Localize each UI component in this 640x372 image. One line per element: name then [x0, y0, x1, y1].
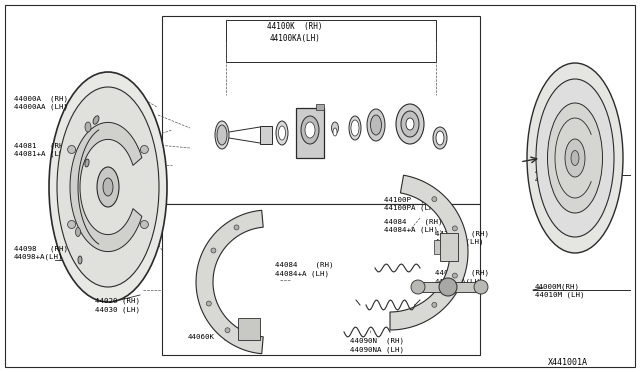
Text: X441001A: X441001A — [548, 358, 588, 367]
Bar — [440, 233, 458, 261]
Ellipse shape — [547, 103, 602, 213]
Ellipse shape — [93, 116, 99, 124]
Bar — [296, 108, 324, 158]
Ellipse shape — [234, 225, 239, 230]
Ellipse shape — [85, 122, 91, 132]
Text: 44100K  (RH)
44100KA(LH): 44100K (RH) 44100KA(LH) — [268, 22, 323, 43]
Text: 44084    (RH)
44084+A (LH): 44084 (RH) 44084+A (LH) — [384, 218, 442, 233]
Text: 44020 (RH)
44030 (LH): 44020 (RH) 44030 (LH) — [95, 298, 140, 313]
Ellipse shape — [85, 159, 89, 167]
Ellipse shape — [371, 115, 381, 135]
Ellipse shape — [536, 79, 614, 237]
Text: 44000A  (RH)
44000AA (LH): 44000A (RH) 44000AA (LH) — [14, 95, 68, 110]
Bar — [226, 20, 436, 62]
Text: 44000M(RH)
44010M (LH): 44000M(RH) 44010M (LH) — [535, 283, 584, 298]
Ellipse shape — [68, 145, 76, 154]
Ellipse shape — [140, 145, 148, 154]
Ellipse shape — [78, 256, 82, 264]
Text: 44098   (RH)
44098+A(LH): 44098 (RH) 44098+A(LH) — [435, 270, 489, 285]
Text: 44060K: 44060K — [188, 334, 215, 340]
Bar — [316, 104, 324, 110]
Ellipse shape — [406, 118, 414, 130]
Ellipse shape — [452, 226, 458, 231]
Ellipse shape — [68, 221, 76, 228]
Ellipse shape — [276, 121, 288, 145]
Ellipse shape — [349, 116, 361, 140]
Bar — [238, 318, 260, 340]
Ellipse shape — [527, 63, 623, 253]
Ellipse shape — [436, 131, 444, 145]
Ellipse shape — [401, 111, 419, 137]
Ellipse shape — [278, 126, 285, 140]
Ellipse shape — [396, 104, 424, 144]
Text: 44098   (RH)
44098+A(LH): 44098 (RH) 44098+A(LH) — [14, 245, 68, 260]
Ellipse shape — [57, 87, 159, 287]
Text: 44090N  (RH)
44090NA (LH): 44090N (RH) 44090NA (LH) — [350, 338, 404, 353]
Ellipse shape — [225, 328, 230, 333]
Text: 44084    (RH)
44084+A (LH): 44084 (RH) 44084+A (LH) — [275, 262, 333, 277]
Ellipse shape — [217, 125, 227, 145]
Polygon shape — [196, 210, 263, 354]
Bar — [415, 282, 485, 292]
Ellipse shape — [333, 128, 337, 136]
Ellipse shape — [332, 122, 339, 134]
Ellipse shape — [411, 280, 425, 294]
Ellipse shape — [305, 122, 315, 138]
Ellipse shape — [432, 197, 437, 202]
Ellipse shape — [206, 301, 211, 306]
Polygon shape — [70, 122, 142, 251]
Bar — [434, 240, 440, 254]
Ellipse shape — [565, 139, 585, 177]
Text: 44200   (RH)
44200+A(LH): 44200 (RH) 44200+A(LH) — [435, 230, 489, 245]
Ellipse shape — [103, 178, 113, 196]
Ellipse shape — [140, 221, 148, 228]
Ellipse shape — [351, 120, 359, 136]
Ellipse shape — [301, 116, 319, 144]
Bar — [162, 16, 480, 204]
Text: 44000M(RH)
44010M (LH): 44000M(RH) 44010M (LH) — [535, 168, 584, 183]
Ellipse shape — [49, 72, 167, 302]
Bar — [162, 204, 480, 355]
Ellipse shape — [571, 151, 579, 166]
Polygon shape — [390, 175, 468, 330]
Ellipse shape — [76, 228, 81, 237]
Ellipse shape — [367, 109, 385, 141]
Ellipse shape — [452, 273, 458, 278]
Ellipse shape — [432, 302, 437, 307]
Ellipse shape — [433, 127, 447, 149]
Text: 44100P  (RH)
44100PA (LH): 44100P (RH) 44100PA (LH) — [384, 196, 438, 211]
Ellipse shape — [211, 248, 216, 253]
Ellipse shape — [474, 280, 488, 294]
Bar — [260, 126, 272, 144]
Ellipse shape — [97, 167, 119, 207]
Ellipse shape — [215, 121, 229, 149]
Ellipse shape — [439, 278, 457, 296]
Text: 44081   (RH)
44081+A (LH): 44081 (RH) 44081+A (LH) — [14, 142, 68, 157]
